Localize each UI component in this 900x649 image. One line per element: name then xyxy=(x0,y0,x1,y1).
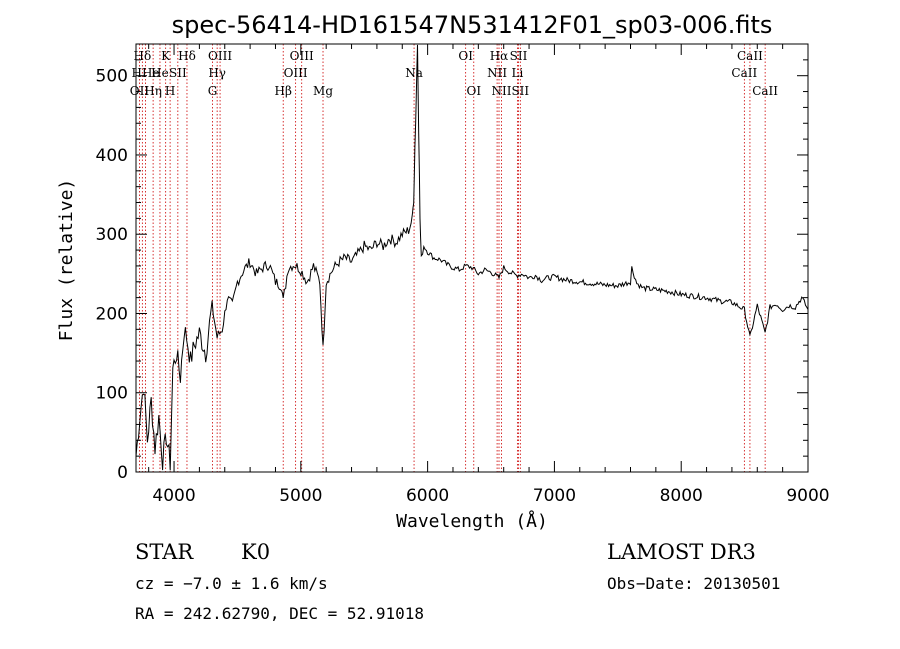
y-axis-label: Flux (relative) xyxy=(56,179,77,342)
line-label-4: K xyxy=(161,49,171,63)
x-tick-label-9000: 9000 xyxy=(786,486,829,506)
line-label-20: NII xyxy=(487,66,507,80)
y-tick-label-100: 100 xyxy=(96,384,128,404)
y-tick-label-0: 0 xyxy=(117,463,128,483)
line-label-23: Li xyxy=(511,66,523,80)
coordinates: RA = 242.62790, DEC = 52.91018 xyxy=(135,604,424,623)
y-tick-label-500: 500 xyxy=(96,67,128,87)
object-class: STAR xyxy=(135,540,194,564)
line-label-3: Hη xyxy=(144,84,162,98)
x-tick-label-6000: 6000 xyxy=(406,486,449,506)
line-label-13: OIII xyxy=(290,49,314,63)
line-label-24: SII xyxy=(511,84,529,98)
line-label-9: OIII xyxy=(208,49,232,63)
line-label-25: CaII xyxy=(737,49,763,63)
line-label-6: H xyxy=(165,84,175,98)
plot-frame xyxy=(135,43,809,473)
y-axis-ticks xyxy=(136,43,808,473)
line-label-7: SII xyxy=(169,66,187,80)
line-label-2: HHe xyxy=(131,66,159,80)
x-tick-label-8000: 8000 xyxy=(660,486,703,506)
line-label-12: Hβ xyxy=(275,84,292,98)
redshift-text: cz = −7.0 ± 1.6 km/s xyxy=(135,574,328,593)
survey-name: LAMOST DR3 xyxy=(607,540,756,564)
line-label-10: Hγ xyxy=(208,66,226,80)
line-label-18: OI xyxy=(466,84,481,98)
x-tick-label-5000: 5000 xyxy=(279,486,322,506)
obs-date: Obs−Date: 20130501 xyxy=(607,574,780,593)
object-subclass: K0 xyxy=(241,540,270,564)
x-axis-tick-labels: 4000 5000 6000 7000 8000 9000 xyxy=(152,486,829,506)
line-label-1: OII xyxy=(130,84,150,98)
spectral-line-markers xyxy=(139,44,766,472)
y-tick-label-200: 200 xyxy=(96,304,128,324)
x-axis-label: Wavelength (Å) xyxy=(396,510,548,532)
line-label-5: He xyxy=(151,66,169,80)
y-tick-label-400: 400 xyxy=(96,146,128,166)
line-label-22: SII xyxy=(510,49,528,63)
line-label-11: G xyxy=(208,84,218,98)
line-label-19: Hα xyxy=(490,49,509,63)
line-label-27: CaII xyxy=(752,84,778,98)
line-label-26: CaII xyxy=(731,66,757,80)
line-label-15: Mg xyxy=(313,84,333,98)
x-tick-label-4000: 4000 xyxy=(152,486,195,506)
x-axis-ticks xyxy=(148,44,809,472)
y-axis-tick-labels: 0 100 200 300 400 500 xyxy=(96,67,128,483)
line-label-21: NII xyxy=(492,84,512,98)
line-label-8: Hδ xyxy=(178,49,196,63)
line-label-17: OI xyxy=(458,49,473,63)
spectrum-series xyxy=(135,44,809,471)
x-tick-label-7000: 7000 xyxy=(533,486,576,506)
spectrum-line xyxy=(135,44,809,471)
line-label-16: Na xyxy=(405,66,423,80)
y-tick-label-300: 300 xyxy=(96,225,128,245)
chart-title: spec-56414-HD161547N531412F01_sp03-006.f… xyxy=(172,11,773,39)
line-label-14: OIII xyxy=(284,66,308,80)
